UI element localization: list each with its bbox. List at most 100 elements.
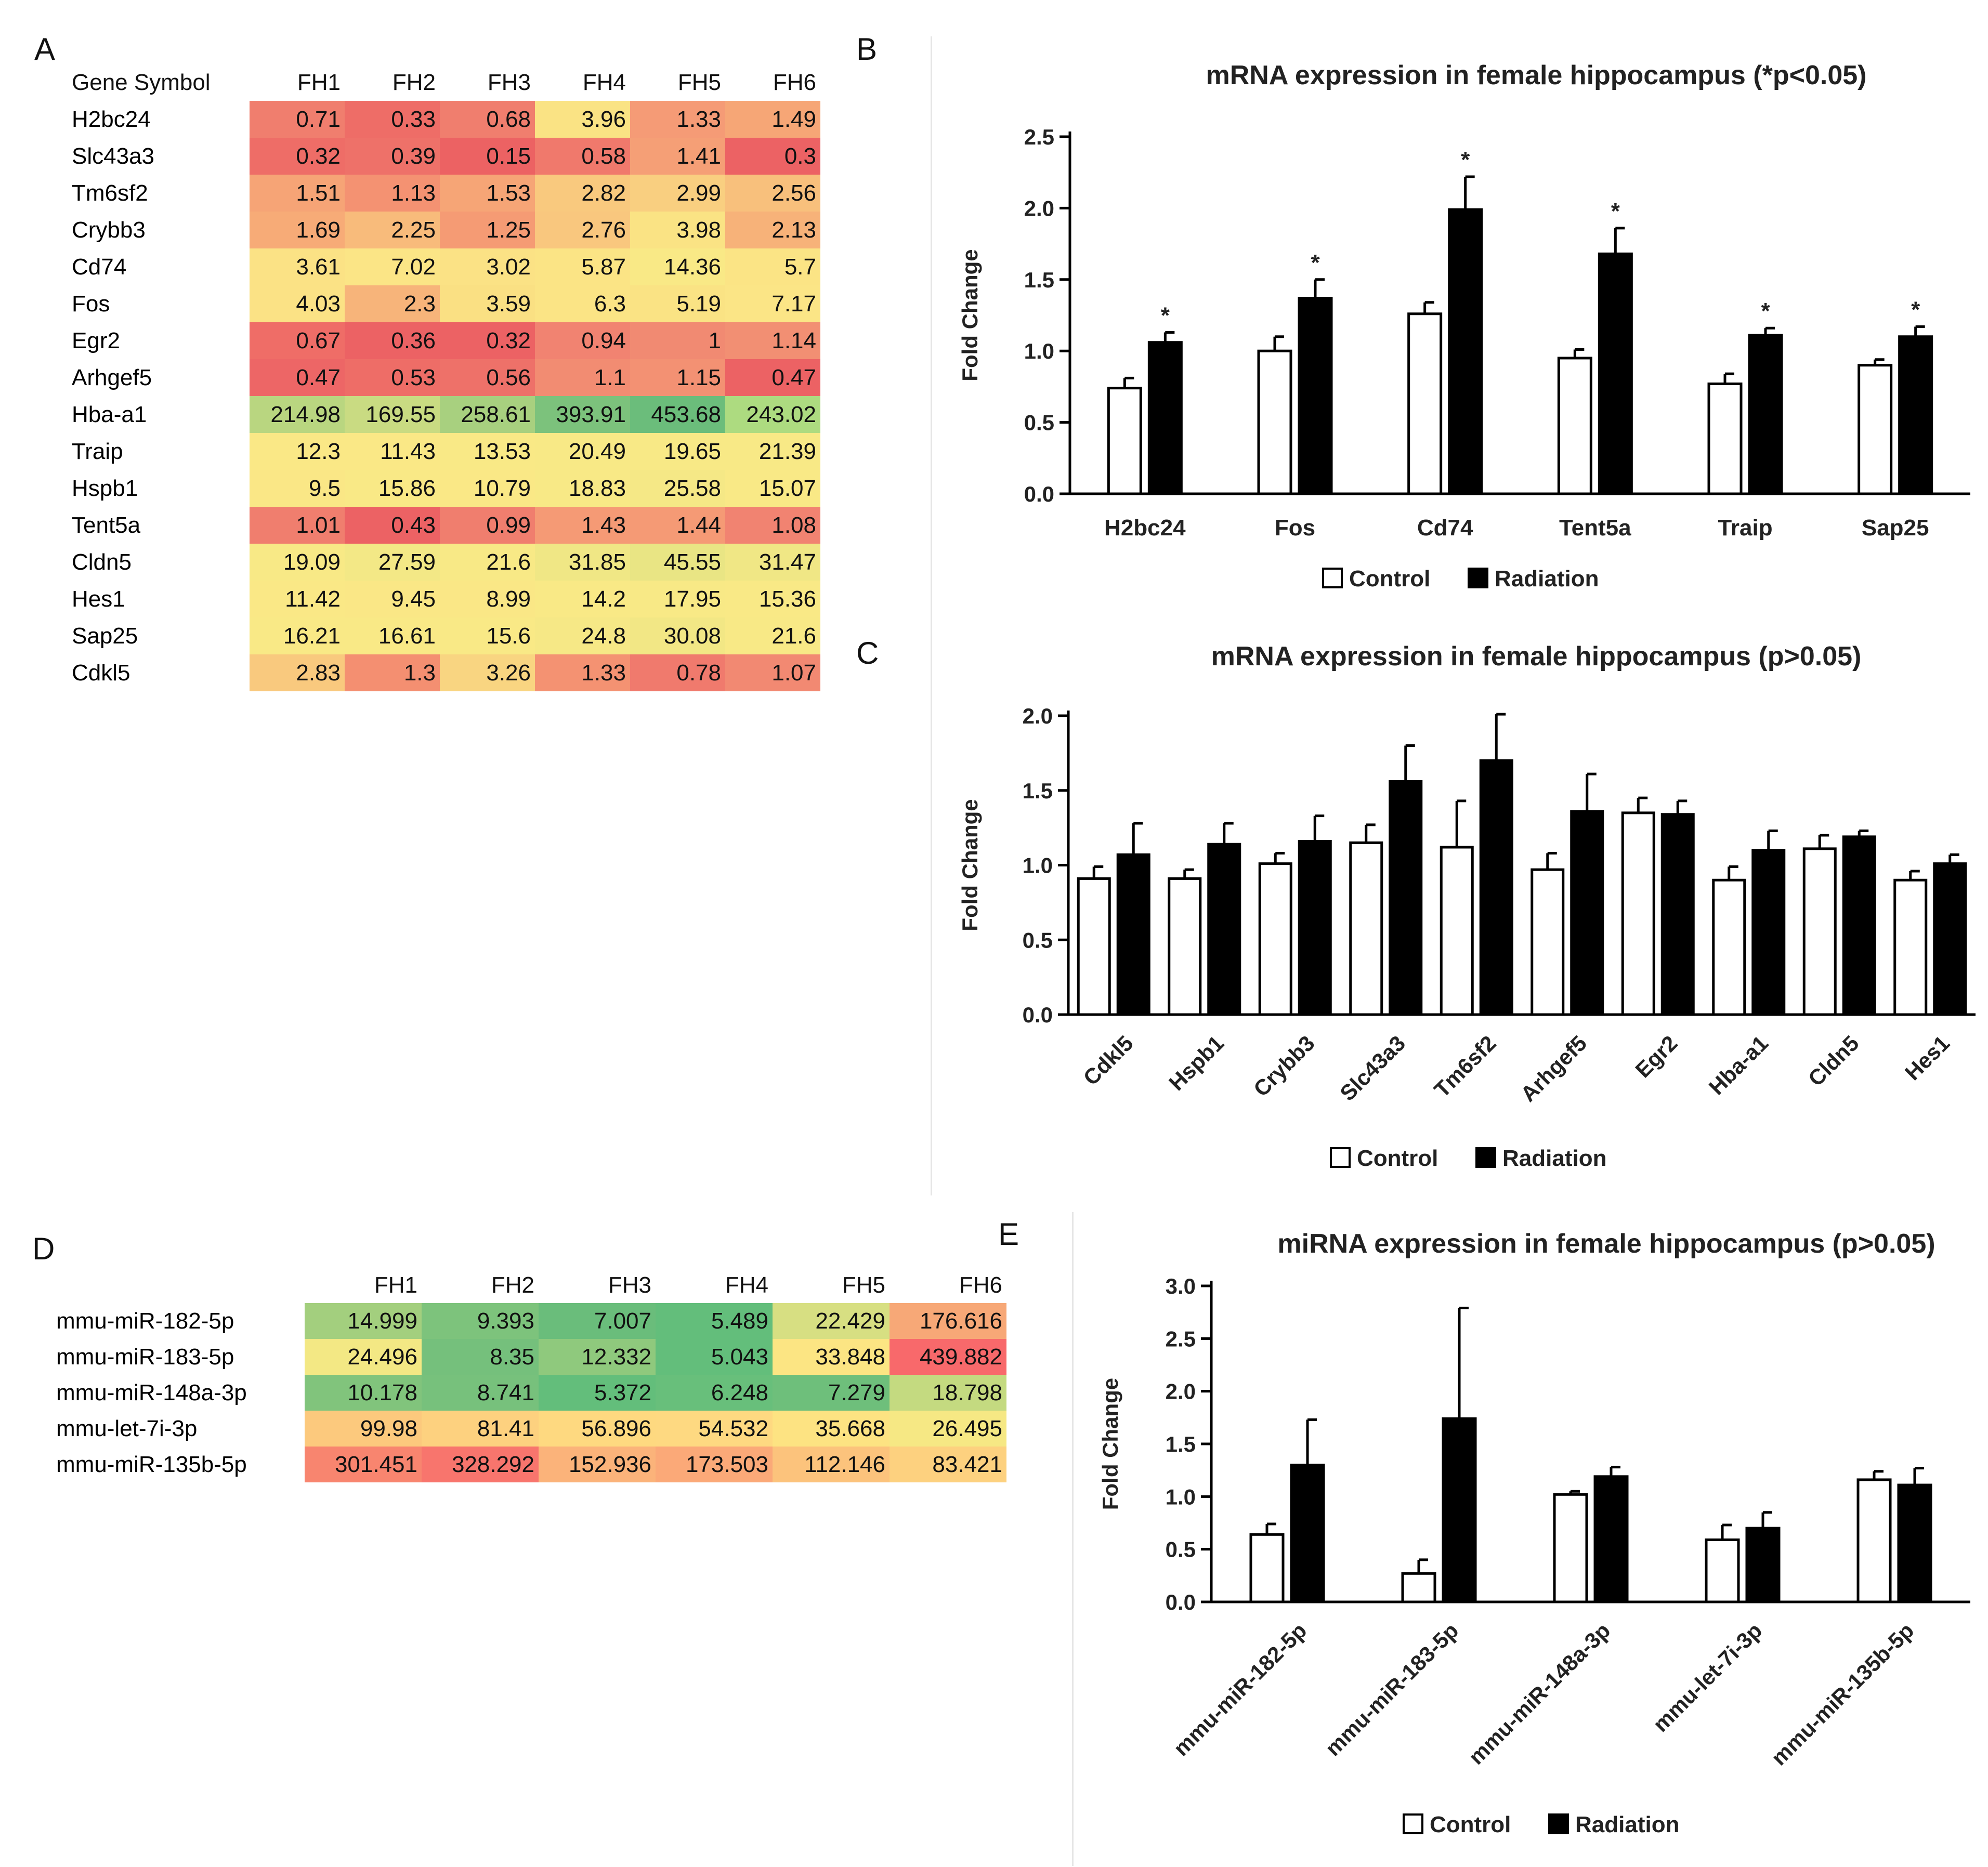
heatmap-cell: 0.47 xyxy=(725,359,820,396)
heatmap-cell: 18.798 xyxy=(890,1375,1006,1411)
y-axis-label: Fold Change xyxy=(958,249,982,381)
heatmap-row: H2bc24 0.71 0.33 0.68 3.96 1.33 1.49 xyxy=(68,101,820,138)
y-axis-label: Fold Change xyxy=(1098,1378,1122,1510)
gene-label: Cldn5 xyxy=(72,549,132,575)
heatmap-cell: 3.59 xyxy=(440,285,535,322)
x-tick-label: Fos xyxy=(1275,515,1315,541)
heatmap-cell: 1.53 xyxy=(440,175,535,212)
panel-label-e: E xyxy=(998,1217,1019,1252)
gene-label: Cd74 xyxy=(72,254,127,280)
heatmap-cell: 7.02 xyxy=(345,248,440,285)
heatmap-cell: 25.58 xyxy=(630,470,725,507)
legend-label-radiation: Radiation xyxy=(1495,566,1599,591)
heatmap-cell: 1.33 xyxy=(630,101,725,138)
heatmap-cell: 33.848 xyxy=(773,1339,890,1375)
bar-control xyxy=(1858,364,1893,495)
column-header: FH3 xyxy=(487,69,531,95)
gene-label: H2bc24 xyxy=(72,106,151,132)
x-tick-label: H2bc24 xyxy=(1104,515,1186,541)
heatmap-cell: 0.78 xyxy=(630,654,725,691)
legend-label-control: Control xyxy=(1430,1812,1511,1837)
bar-radiation xyxy=(1207,843,1241,1016)
heatmap-table-d: FH1 FH2 FH3 FH4 FH5 FH6 mmu-miR-182-5p 14… xyxy=(52,1267,1006,1482)
bar-radiation xyxy=(1897,1483,1932,1603)
heatmap-cell: 0.94 xyxy=(535,322,630,359)
heatmap-cell: 2.76 xyxy=(535,212,630,248)
mirna-label: mmu-miR-148a-3p xyxy=(56,1379,247,1405)
heatmap-cell: 5.87 xyxy=(535,248,630,285)
heatmap-cell: 1.33 xyxy=(535,654,630,691)
heatmap-cell: 19.09 xyxy=(250,544,345,581)
heatmap-cell: 16.21 xyxy=(250,617,345,654)
heatmap-cell: 81.41 xyxy=(422,1411,539,1447)
column-header: FH4 xyxy=(582,69,626,95)
heatmap-cell: 2.99 xyxy=(630,175,725,212)
y-tick-label: 3.0 xyxy=(1166,1274,1196,1298)
heatmap-cell: 0.53 xyxy=(345,359,440,396)
heatmap-cell: 5.043 xyxy=(656,1339,773,1375)
heatmap-row: Tm6sf2 1.51 1.13 1.53 2.82 2.99 2.56 xyxy=(68,175,820,212)
x-tick-label: Crybb3 xyxy=(1249,1031,1319,1101)
gene-label: Tm6sf2 xyxy=(72,180,148,206)
y-tick-label: 1.5 xyxy=(1166,1432,1196,1456)
x-tick-label: mmu-miR-135b-5p xyxy=(1767,1618,1918,1770)
heatmap-cell: 3.98 xyxy=(630,212,725,248)
legend-label-radiation: Radiation xyxy=(1502,1146,1606,1171)
heatmap-header-row: Gene Symbol FH1 FH2 FH3 FH4 FH5 FH6 xyxy=(68,64,820,101)
heatmap-row: Crybb3 1.69 2.25 1.25 2.76 3.98 2.13 xyxy=(68,212,820,248)
heatmap-cell: 7.17 xyxy=(725,285,820,322)
heatmap-cell: 0.36 xyxy=(345,322,440,359)
heatmap-cell: 0.58 xyxy=(535,138,630,175)
column-header: FH1 xyxy=(297,69,341,95)
heatmap-cell: 0.33 xyxy=(345,101,440,138)
significance-star: * xyxy=(1611,199,1620,224)
legend-swatch-control xyxy=(1330,1147,1351,1168)
heatmap-row: mmu-miR-135b-5p 301.451 328.292 152.936 173.… xyxy=(52,1447,1006,1482)
gene-label: Hes1 xyxy=(72,586,125,612)
heatmap-cell: 1.01 xyxy=(250,507,345,544)
bar-radiation xyxy=(1389,780,1423,1016)
heatmap-cell: 0.56 xyxy=(440,359,535,396)
heatmap-cell: 0.68 xyxy=(440,101,535,138)
heatmap-cell: 31.85 xyxy=(535,544,630,581)
heatmap-cell: 15.36 xyxy=(725,581,820,617)
heatmap-body-d: mmu-miR-182-5p 14.999 9.393 7.007 5.489 22.42… xyxy=(52,1303,1006,1482)
heatmap-cell: 10.178 xyxy=(305,1375,422,1411)
heatmap-cell: 1.69 xyxy=(250,212,345,248)
bar-radiation xyxy=(1745,1527,1781,1603)
heatmap-cell: 2.25 xyxy=(345,212,440,248)
heatmap-cell: 393.91 xyxy=(535,396,630,433)
heatmap-cell: 1.43 xyxy=(535,507,630,544)
heatmap-table-a: Gene Symbol FH1 FH2 FH3 FH4 FH5 FH6 H2bc… xyxy=(68,64,820,691)
bar-control xyxy=(1107,387,1142,495)
heatmap-cell: 20.49 xyxy=(535,433,630,470)
heatmap-cell: 21.39 xyxy=(725,433,820,470)
gene-label: Hspb1 xyxy=(72,475,138,501)
heatmap-cell: 0.32 xyxy=(440,322,535,359)
legend-label-control: Control xyxy=(1357,1146,1438,1171)
column-header: FH5 xyxy=(842,1272,885,1298)
heatmap-cell: 24.8 xyxy=(535,617,630,654)
panel-label-a: A xyxy=(34,32,56,67)
heatmap-cell: 83.421 xyxy=(890,1447,1006,1482)
heatmap-cell: 15.07 xyxy=(725,470,820,507)
heatmap-cell: 0.43 xyxy=(345,507,440,544)
gene-label: Slc43a3 xyxy=(72,143,155,169)
bar-radiation xyxy=(1570,810,1604,1016)
heatmap-cell: 35.668 xyxy=(773,1411,890,1447)
bar-control xyxy=(1407,312,1443,495)
y-tick-label: 0.0 xyxy=(1023,1003,1053,1027)
x-tick-label: Egr2 xyxy=(1630,1031,1682,1082)
column-header: FH2 xyxy=(491,1272,534,1298)
heatmap-cell: 3.26 xyxy=(440,654,535,691)
bar-radiation xyxy=(1298,840,1332,1016)
chart-frame-bc xyxy=(931,36,1987,1195)
column-header: FH2 xyxy=(392,69,436,95)
gene-label: Cdkl5 xyxy=(72,660,130,686)
y-tick-label: 2.5 xyxy=(1024,125,1054,149)
heatmap-cell: 14.2 xyxy=(535,581,630,617)
heatmap-cell: 0.67 xyxy=(250,322,345,359)
panel-label-b: B xyxy=(856,32,878,67)
bar-control xyxy=(1707,382,1743,495)
heatmap-cell: 1.49 xyxy=(725,101,820,138)
